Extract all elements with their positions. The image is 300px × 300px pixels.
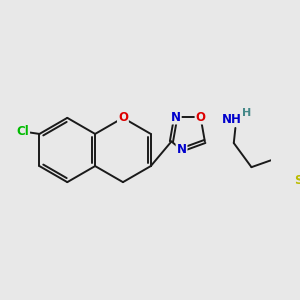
Text: S: S (294, 173, 300, 187)
Text: O: O (118, 111, 128, 124)
Text: O: O (196, 110, 206, 124)
Text: N: N (171, 110, 181, 124)
Text: Cl: Cl (16, 125, 29, 138)
Text: N: N (177, 143, 187, 156)
Text: NH: NH (222, 113, 242, 126)
Text: H: H (242, 108, 251, 118)
